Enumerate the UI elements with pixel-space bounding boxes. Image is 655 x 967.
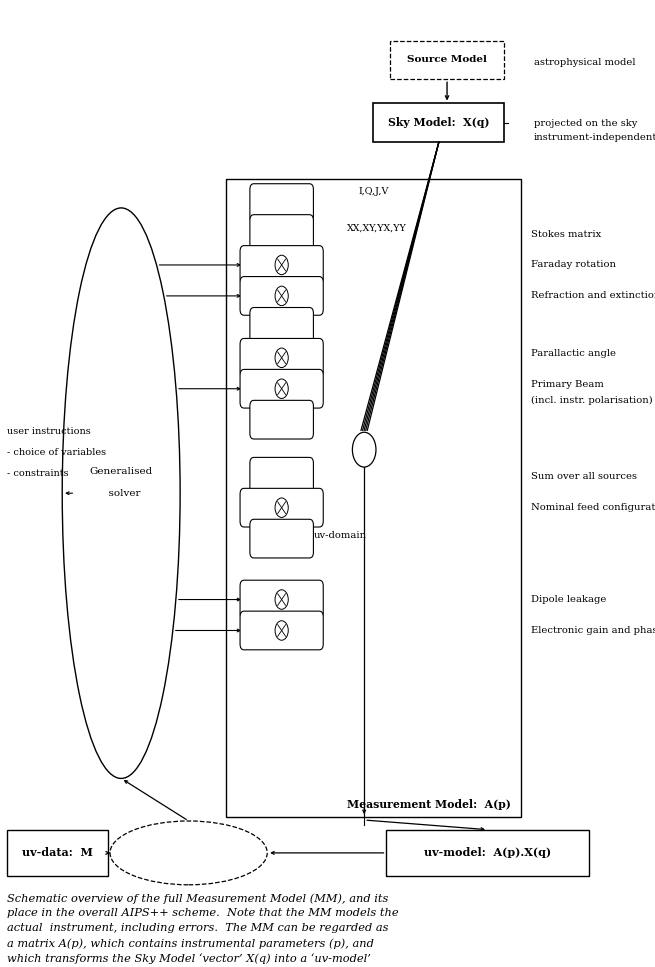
FancyBboxPatch shape — [250, 457, 314, 496]
Text: astrophysical model: astrophysical model — [534, 58, 635, 68]
FancyBboxPatch shape — [250, 308, 314, 346]
Text: projected on the sky: projected on the sky — [534, 119, 637, 129]
Text: F: F — [290, 257, 296, 267]
FancyBboxPatch shape — [250, 519, 314, 558]
Text: j*: j* — [295, 267, 301, 275]
Text: j*: j* — [295, 360, 301, 367]
FancyBboxPatch shape — [390, 41, 504, 79]
FancyBboxPatch shape — [250, 184, 314, 222]
Text: i: i — [279, 267, 281, 275]
FancyBboxPatch shape — [240, 369, 324, 408]
Text: F: F — [267, 257, 274, 267]
Text: Sum over all sources: Sum over all sources — [531, 472, 637, 482]
Text: actual  instrument, including errors.  The MM can be regarded as: actual instrument, including errors. The… — [7, 923, 388, 933]
Text: uv-data:  M: uv-data: M — [22, 847, 93, 859]
FancyBboxPatch shape — [240, 580, 324, 619]
Text: I,Q,J,V: I,Q,J,V — [359, 187, 389, 196]
Text: a matrix A(p), which contains instrumental parameters (p), and: a matrix A(p), which contains instrument… — [7, 938, 373, 949]
Text: i: i — [279, 601, 281, 609]
FancyBboxPatch shape — [240, 611, 324, 650]
Ellipse shape — [62, 208, 180, 778]
Text: Measurement Model:  A(p): Measurement Model: A(p) — [347, 800, 511, 810]
FancyBboxPatch shape — [250, 400, 314, 439]
Text: which transforms the Sky Model ‘vector’ X(q) into a ‘uv-model’: which transforms the Sky Model ‘vector’ … — [7, 953, 371, 964]
Text: j*: j* — [295, 391, 301, 398]
Text: i: i — [279, 360, 281, 367]
Text: uv-domain: uv-domain — [314, 531, 367, 541]
Text: C: C — [290, 500, 297, 510]
Text: G: G — [290, 623, 297, 632]
Text: solver: solver — [102, 488, 140, 498]
Text: Schematic overview of the full Measurement Model (MM), and its: Schematic overview of the full Measureme… — [7, 894, 388, 904]
FancyBboxPatch shape — [386, 830, 590, 876]
Text: - choice of variables: - choice of variables — [7, 448, 105, 457]
Text: j*: j* — [295, 601, 301, 609]
Text: D: D — [290, 592, 297, 601]
Text: G: G — [290, 288, 297, 298]
Text: Primary Beam: Primary Beam — [531, 380, 603, 390]
Text: (incl. instr. polarisation): (incl. instr. polarisation) — [531, 396, 652, 405]
Text: D: D — [267, 592, 274, 601]
Text: XX,XY,YX,YY: XX,XY,YX,YY — [347, 223, 407, 233]
Text: Source Model: Source Model — [407, 55, 487, 65]
Text: Σ: Σ — [278, 472, 286, 482]
FancyBboxPatch shape — [373, 103, 504, 142]
Text: Nominal feed configuration: Nominal feed configuration — [531, 503, 655, 513]
Text: B: B — [290, 381, 296, 391]
Text: S: S — [278, 229, 286, 239]
Text: Generalised: Generalised — [90, 467, 153, 477]
Text: Sky Model:  X(q): Sky Model: X(q) — [388, 117, 489, 129]
FancyBboxPatch shape — [240, 338, 324, 377]
Text: user instructions: user instructions — [7, 426, 90, 436]
Text: i: i — [279, 298, 281, 306]
Text: Dipole leakage: Dipole leakage — [531, 595, 606, 604]
Text: i: i — [279, 510, 281, 517]
Ellipse shape — [110, 821, 267, 885]
Text: j*: j* — [295, 298, 301, 306]
Text: i: i — [279, 632, 281, 640]
Text: Electronic gain and phase: Electronic gain and phase — [531, 626, 655, 635]
Text: instrument-independent: instrument-independent — [534, 132, 655, 142]
Text: j*: j* — [295, 632, 301, 640]
Text: j*: j* — [295, 510, 301, 517]
FancyBboxPatch shape — [226, 179, 521, 817]
Text: G: G — [267, 288, 274, 298]
Text: P: P — [268, 350, 274, 360]
FancyBboxPatch shape — [240, 488, 324, 527]
FancyBboxPatch shape — [240, 277, 324, 315]
Text: Parallactic angle: Parallactic angle — [531, 349, 616, 359]
Text: B: B — [267, 381, 274, 391]
Text: uv-model:  A(p).X(q): uv-model: A(p).X(q) — [424, 847, 552, 859]
Text: C: C — [267, 500, 274, 510]
Text: - constraints: - constraints — [7, 469, 68, 479]
Text: i: i — [279, 391, 281, 398]
FancyBboxPatch shape — [240, 246, 324, 284]
Text: Faraday rotation: Faraday rotation — [531, 260, 616, 270]
Text: place in the overall AIPS++ scheme.  Note that the MM models the: place in the overall AIPS++ scheme. Note… — [7, 909, 398, 919]
Text: G: G — [267, 623, 274, 632]
Text: Stokes matrix: Stokes matrix — [531, 229, 601, 239]
FancyBboxPatch shape — [7, 830, 108, 876]
Text: | M - A(p).X(q) |: | M - A(p).X(q) | — [147, 848, 230, 858]
Circle shape — [352, 432, 376, 467]
Text: Refraction and extinction: Refraction and extinction — [531, 291, 655, 301]
FancyBboxPatch shape — [250, 215, 314, 253]
Text: P: P — [290, 350, 295, 360]
Text: "FT": "FT" — [269, 198, 295, 208]
